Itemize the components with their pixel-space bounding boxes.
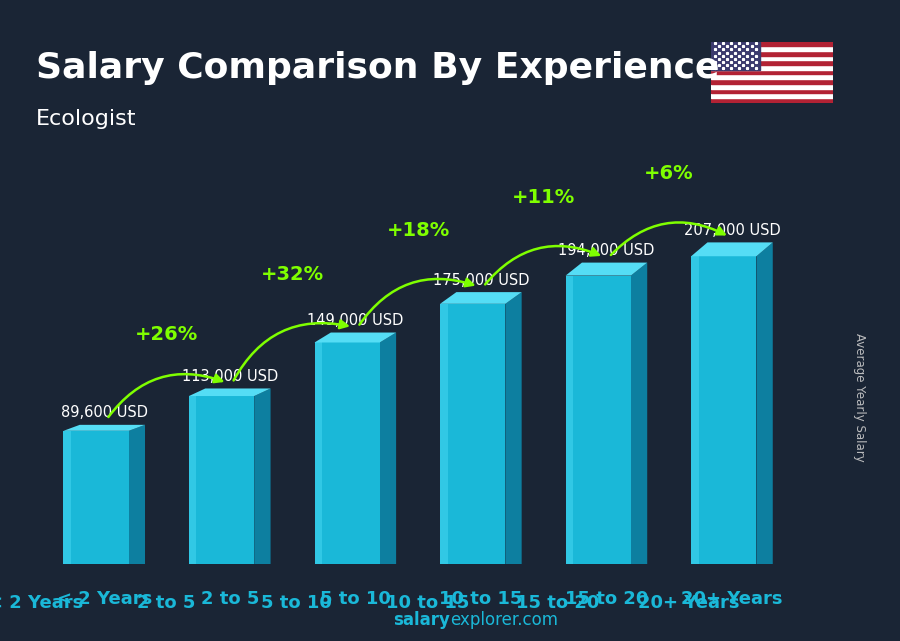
Text: 20+ Years: 20+ Years <box>681 590 783 608</box>
Polygon shape <box>63 431 129 564</box>
Polygon shape <box>63 425 145 431</box>
Polygon shape <box>254 388 271 564</box>
Bar <box>711 65 832 70</box>
Polygon shape <box>691 242 773 256</box>
Bar <box>711 46 832 51</box>
Polygon shape <box>63 431 71 564</box>
Polygon shape <box>129 425 145 564</box>
Polygon shape <box>380 333 396 564</box>
Bar <box>711 93 832 98</box>
Text: 2 to 5: 2 to 5 <box>137 594 195 612</box>
Text: salary: salary <box>393 612 450 629</box>
Bar <box>711 42 832 46</box>
Polygon shape <box>691 256 698 564</box>
Polygon shape <box>440 292 522 304</box>
Bar <box>711 88 832 93</box>
Bar <box>711 60 832 65</box>
Text: +32%: +32% <box>261 265 324 284</box>
Text: 15 to 20: 15 to 20 <box>517 594 600 612</box>
Text: 20+ Years: 20+ Years <box>638 594 740 612</box>
Text: +6%: +6% <box>644 164 694 183</box>
Bar <box>711 74 832 79</box>
Polygon shape <box>189 396 196 564</box>
Text: < 2 Years: < 2 Years <box>0 594 83 612</box>
Bar <box>711 42 760 70</box>
Polygon shape <box>691 256 756 564</box>
Text: +18%: +18% <box>386 221 450 240</box>
Text: Average Yearly Salary: Average Yearly Salary <box>853 333 866 462</box>
Text: 89,600 USD: 89,600 USD <box>60 405 148 420</box>
Text: 5 to 10: 5 to 10 <box>261 594 332 612</box>
Polygon shape <box>505 292 522 564</box>
Polygon shape <box>565 276 573 564</box>
Text: 149,000 USD: 149,000 USD <box>307 313 403 328</box>
Text: 113,000 USD: 113,000 USD <box>182 369 278 384</box>
Text: 15 to 20: 15 to 20 <box>564 590 648 608</box>
Text: 10 to 15: 10 to 15 <box>386 594 469 612</box>
Polygon shape <box>314 333 396 342</box>
Bar <box>711 79 832 84</box>
Bar <box>711 70 832 74</box>
Bar <box>711 56 832 60</box>
Polygon shape <box>440 304 505 564</box>
Polygon shape <box>756 242 773 564</box>
Text: 175,000 USD: 175,000 USD <box>433 272 529 288</box>
Text: Salary Comparison By Experience: Salary Comparison By Experience <box>36 51 719 85</box>
Bar <box>711 98 832 103</box>
Polygon shape <box>189 388 271 396</box>
Text: 207,000 USD: 207,000 USD <box>684 223 780 238</box>
Polygon shape <box>314 342 380 564</box>
Bar <box>711 51 832 56</box>
Bar <box>711 84 832 88</box>
Polygon shape <box>314 342 322 564</box>
Text: explorer.com: explorer.com <box>450 612 558 629</box>
Text: < 2 Years: < 2 Years <box>57 590 152 608</box>
Polygon shape <box>440 304 447 564</box>
Polygon shape <box>565 263 647 276</box>
Text: Ecologist: Ecologist <box>36 109 137 129</box>
Text: +11%: +11% <box>512 188 575 207</box>
Polygon shape <box>189 396 254 564</box>
Text: 10 to 15: 10 to 15 <box>439 590 523 608</box>
Polygon shape <box>631 263 647 564</box>
Text: 2 to 5: 2 to 5 <box>201 590 259 608</box>
Polygon shape <box>565 276 631 564</box>
Text: 5 to 10: 5 to 10 <box>320 590 391 608</box>
Text: 194,000 USD: 194,000 USD <box>558 243 654 258</box>
Text: +26%: +26% <box>135 325 199 344</box>
